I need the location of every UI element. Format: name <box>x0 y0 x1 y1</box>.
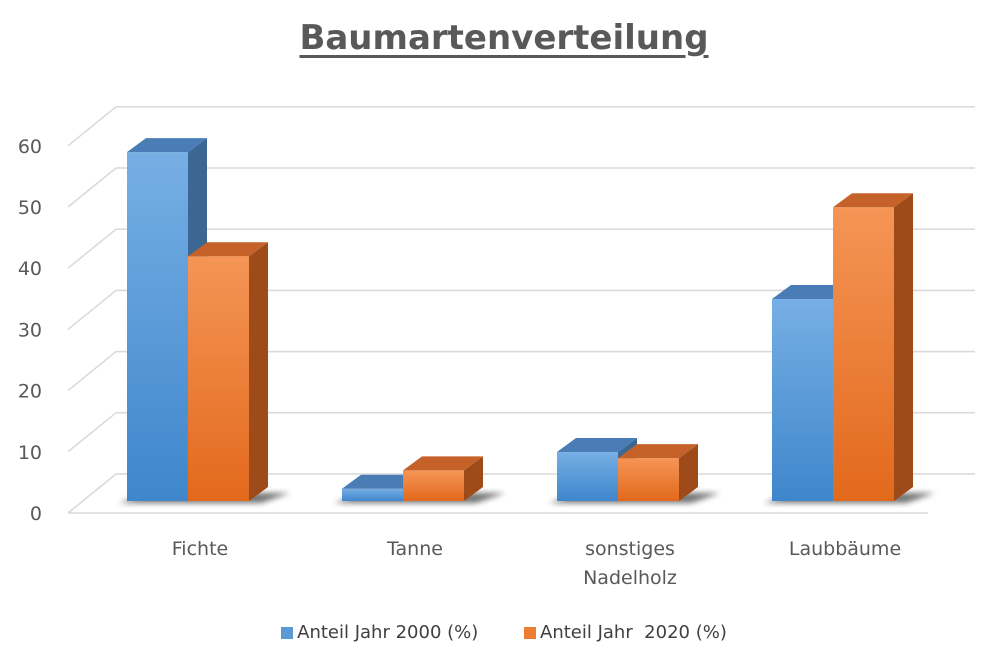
bar-side <box>464 456 483 501</box>
bar-0-series-1 <box>188 242 268 501</box>
bar-side <box>249 242 268 501</box>
legend-swatch-2020 <box>524 627 536 639</box>
gridline-diag-2 <box>67 351 117 392</box>
bar-front <box>833 207 894 502</box>
legend-label-2000: Anteil Jahr 2000 (%) <box>297 622 479 643</box>
chart-title-text: Baumartenverteilung <box>299 18 709 58</box>
legend-item-2000: Anteil Jahr 2000 (%) <box>281 622 478 643</box>
x-tick-label-2-line-0: sonstiges <box>585 538 675 560</box>
bar-top <box>188 242 268 257</box>
y-tick-label-4: 40 <box>18 258 42 280</box>
gridline-diag-4 <box>67 228 117 269</box>
gridline-diag-3 <box>67 289 117 330</box>
gridline-diag-1 <box>67 412 117 453</box>
bar-front <box>403 470 464 501</box>
bar-top <box>618 444 698 459</box>
bar-side <box>679 444 698 501</box>
bar-front <box>342 488 403 501</box>
chart-plot: 0 10 20 30 40 50 60 Fichte Tanne sonstiges Nadelho… <box>18 106 975 589</box>
y-tick-label-3: 30 <box>18 319 42 341</box>
bar-front <box>557 452 618 501</box>
gridline-diag-5 <box>67 167 117 208</box>
bar-2-series-1 <box>618 444 698 501</box>
bar-front <box>618 458 679 501</box>
bar-1-series-1 <box>403 456 483 501</box>
bar-side <box>894 193 913 502</box>
bar-top <box>403 456 483 471</box>
y-tick-label-6: 60 <box>18 136 42 158</box>
gridline-diag-6 <box>67 106 117 147</box>
y-tick-label-0: 0 <box>30 503 42 525</box>
bar-1-series-0 <box>342 474 422 501</box>
legend: Anteil Jahr 2000 (%) Anteil Jahr 2020 (%… <box>0 622 1008 643</box>
gridline-diag-0 <box>67 473 117 514</box>
legend-swatch-2000 <box>281 627 294 639</box>
x-tick-label-3: Laubbäume <box>789 538 901 560</box>
y-tick-label-1: 10 <box>18 442 42 464</box>
bar-front <box>127 152 188 501</box>
bar-top <box>833 193 913 208</box>
legend-item-2020: Anteil Jahr 2020 (%) <box>524 622 727 643</box>
x-tick-label-1: Tanne <box>386 538 443 560</box>
bar-top <box>342 474 422 489</box>
bar-front <box>772 299 833 501</box>
x-tick-label-2-line-1: Nadelholz <box>583 567 677 589</box>
y-tick-label-5: 50 <box>18 197 42 219</box>
bar-3-series-1 <box>833 193 913 502</box>
bar-top <box>557 438 637 453</box>
chart-title: Baumartenverteilung <box>0 18 1008 58</box>
x-tick-label-0: Fichte <box>172 538 228 560</box>
y-tick-label-2: 20 <box>18 381 42 403</box>
bar-top <box>772 285 852 300</box>
bar-front <box>188 256 249 501</box>
legend-label-2020: Anteil Jahr 2020 (%) <box>540 622 727 643</box>
bar-top <box>127 138 207 153</box>
